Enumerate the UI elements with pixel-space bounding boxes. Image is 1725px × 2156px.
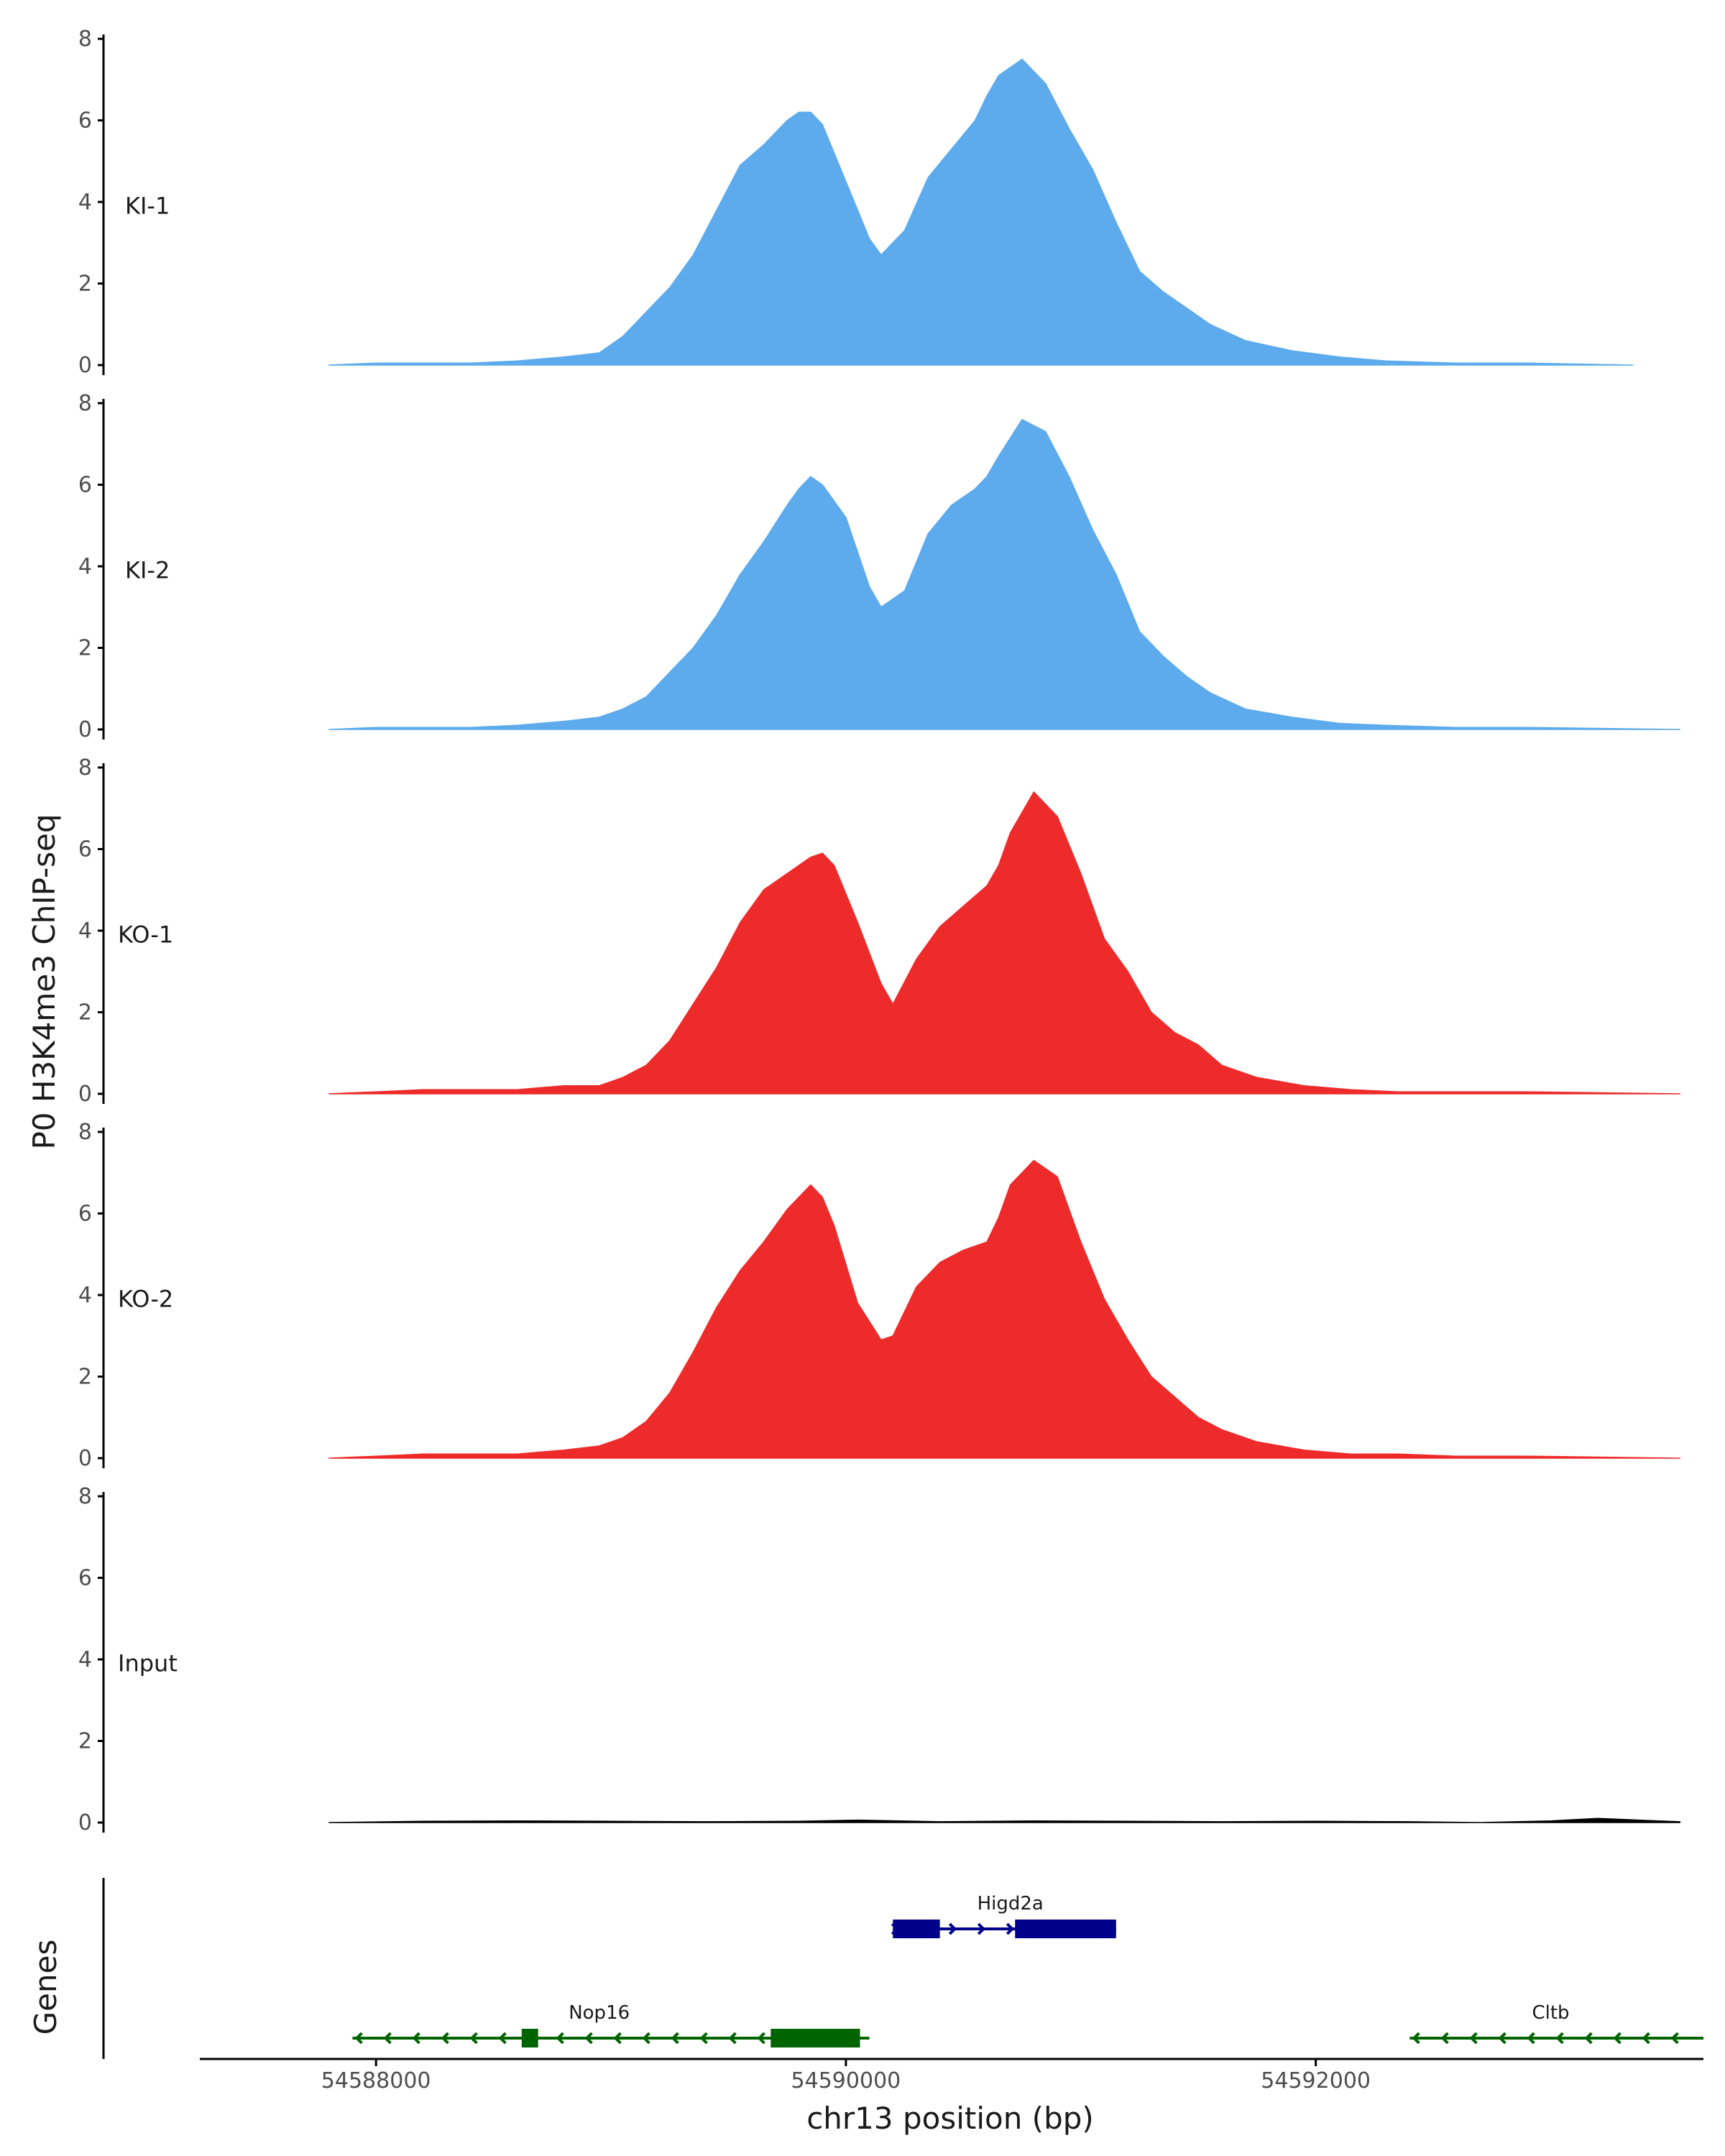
strand-chevron <box>354 2032 363 2045</box>
gene-annotation-track: Genes Higd2a Nop16 Cltb <box>28 1878 1703 2059</box>
strand-chevron <box>498 2032 507 2045</box>
gene-label: Higd2a <box>978 1893 1044 1915</box>
strand-chevron <box>469 2032 478 2045</box>
signal-tracks: 0 2 4 6 8 KI-1 0 2 4 6 8 KI-2 0 2 4 6 8 KO-1 0 2 4 6 8 KO-2 0 2 4 6… <box>78 27 1681 1835</box>
exon <box>770 2029 860 2047</box>
strand-chevron <box>977 1922 986 1935</box>
strand-chevron <box>1440 2032 1449 2045</box>
gene-cltb: Cltb <box>1409 2002 1703 2045</box>
y-tick-label: 4 <box>78 1647 92 1672</box>
signal-area <box>328 418 1681 730</box>
x-tick-label: 54588000 <box>321 2068 431 2093</box>
x-tick-label: 54592000 <box>1261 2068 1371 2093</box>
track-label: KI-2 <box>125 557 170 584</box>
gene-label: Cltb <box>1532 2002 1569 2024</box>
x-tick-label: 54590000 <box>791 2068 901 2093</box>
gene-higd2a: Higd2a <box>891 1893 1116 1938</box>
y-tick-label: 4 <box>78 554 92 579</box>
y-tick-label: 2 <box>78 1000 92 1026</box>
strand-chevron <box>1527 2032 1535 2045</box>
track-label: KI-1 <box>125 193 170 220</box>
strand-chevron <box>642 2032 650 2045</box>
strand-chevron <box>1613 2032 1622 2045</box>
y-tick-label: 0 <box>78 1082 92 1107</box>
y-tick-label: 6 <box>78 1566 92 1591</box>
signal-area <box>328 1818 1681 1823</box>
strand-chevron <box>1006 1922 1015 1935</box>
signal-area <box>328 791 1681 1095</box>
track-label: KO-1 <box>118 921 173 949</box>
strand-chevron <box>412 2032 420 2045</box>
strand-chevron <box>1555 2032 1564 2045</box>
strand-chevron <box>1498 2032 1506 2045</box>
x-axis-title: chr13 position (bp) <box>806 2101 1094 2136</box>
y-tick-label: 6 <box>78 109 92 134</box>
y-tick-label: 4 <box>78 1283 92 1308</box>
strand-chevron <box>671 2032 679 2045</box>
exon <box>521 2029 538 2047</box>
y-tick-label: 4 <box>78 190 92 215</box>
y-tick-label: 2 <box>78 636 92 661</box>
y-tick-label: 8 <box>78 1484 92 1509</box>
y-tick-label: 8 <box>78 391 92 416</box>
strand-chevron <box>757 2032 765 2045</box>
y-tick-label: 4 <box>78 918 92 944</box>
track-input: 0 2 4 6 8 Input <box>78 1484 1681 1835</box>
y-tick-label: 0 <box>78 353 92 378</box>
y-tick-label: 0 <box>78 1810 92 1835</box>
strand-chevron <box>613 2032 622 2045</box>
gene-nop16: Nop16 <box>352 2002 870 2047</box>
y-tick-label: 0 <box>78 717 92 742</box>
genes-track-title: Genes <box>28 1940 63 2035</box>
strand-chevron <box>728 2032 737 2045</box>
x-axis: chr13 position (bp) 54588000 54590000 5459… <box>200 2058 1703 2136</box>
track-ki-2: 0 2 4 6 8 KI-2 <box>78 391 1681 742</box>
strand-chevron <box>383 2032 392 2045</box>
y-tick-label: 8 <box>78 1120 92 1145</box>
strand-chevron <box>1584 2032 1593 2045</box>
track-ko-1: 0 2 4 6 8 KO-1 <box>78 755 1681 1107</box>
exon <box>1015 1920 1116 1938</box>
y-tick-label: 2 <box>78 272 92 297</box>
strand-chevron <box>1642 2032 1650 2045</box>
y-tick-label: 2 <box>78 1365 92 1390</box>
strand-chevron <box>1670 2032 1679 2045</box>
exon <box>893 1920 940 1938</box>
track-ko-2: 0 2 4 6 8 KO-2 <box>78 1120 1681 1471</box>
y-tick-label: 0 <box>78 1446 92 1471</box>
y-axis-title: P0 H3K4me3 ChIP-seq <box>27 814 62 1149</box>
signal-area <box>328 1159 1681 1459</box>
strand-chevron <box>556 2032 564 2045</box>
gene-label: Nop16 <box>569 2002 630 2024</box>
y-tick-label: 6 <box>78 1202 92 1227</box>
strand-chevron <box>699 2032 708 2045</box>
track-label: Input <box>118 1650 178 1677</box>
strand-chevron <box>1412 2032 1420 2045</box>
y-tick-label: 8 <box>78 27 92 52</box>
signal-area <box>328 58 1634 366</box>
strand-chevron <box>584 2032 593 2045</box>
track-label: KO-2 <box>118 1286 173 1313</box>
strand-chevron <box>948 1922 957 1935</box>
y-tick-label: 8 <box>78 755 92 780</box>
y-tick-label: 2 <box>78 1729 92 1754</box>
strand-chevron <box>1469 2032 1478 2045</box>
track-ki-1: 0 2 4 6 8 KI-1 <box>78 27 1634 378</box>
strand-chevron <box>441 2032 449 2045</box>
y-tick-label: 6 <box>78 837 92 862</box>
y-tick-label: 6 <box>78 473 92 498</box>
